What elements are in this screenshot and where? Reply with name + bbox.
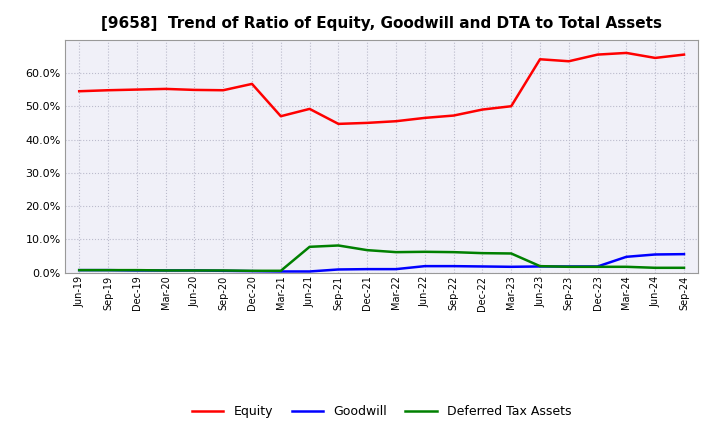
Goodwill: [593, 264, 602, 269]
Goodwill: [248, 268, 256, 274]
Goodwill: [219, 268, 228, 273]
Deferred Tax Assets: [680, 265, 688, 271]
Goodwill: [478, 264, 487, 269]
Equity: [276, 114, 285, 119]
Deferred Tax Assets: [622, 264, 631, 269]
Equity: [507, 103, 516, 109]
Deferred Tax Assets: [248, 268, 256, 273]
Deferred Tax Assets: [507, 251, 516, 256]
Goodwill: [680, 252, 688, 257]
Equity: [449, 113, 458, 118]
Goodwill: [536, 264, 544, 269]
Equity: [564, 59, 573, 64]
Equity: [622, 50, 631, 55]
Equity: [305, 106, 314, 111]
Goodwill: [507, 264, 516, 269]
Deferred Tax Assets: [392, 249, 400, 255]
Goodwill: [190, 268, 199, 273]
Deferred Tax Assets: [219, 268, 228, 273]
Equity: [248, 81, 256, 87]
Equity: [219, 88, 228, 93]
Line: Deferred Tax Assets: Deferred Tax Assets: [79, 246, 684, 271]
Equity: [334, 121, 343, 127]
Deferred Tax Assets: [161, 268, 170, 273]
Line: Goodwill: Goodwill: [79, 254, 684, 271]
Deferred Tax Assets: [363, 248, 372, 253]
Equity: [651, 55, 660, 61]
Equity: [392, 118, 400, 124]
Deferred Tax Assets: [593, 264, 602, 269]
Goodwill: [564, 264, 573, 269]
Line: Equity: Equity: [79, 53, 684, 124]
Deferred Tax Assets: [478, 250, 487, 256]
Deferred Tax Assets: [132, 268, 141, 273]
Equity: [478, 107, 487, 112]
Equity: [593, 52, 602, 57]
Deferred Tax Assets: [305, 244, 314, 249]
Goodwill: [104, 268, 112, 273]
Goodwill: [622, 254, 631, 260]
Goodwill: [75, 268, 84, 273]
Equity: [132, 87, 141, 92]
Goodwill: [363, 267, 372, 272]
Equity: [363, 120, 372, 125]
Deferred Tax Assets: [449, 249, 458, 255]
Deferred Tax Assets: [536, 264, 544, 269]
Legend: Equity, Goodwill, Deferred Tax Assets: Equity, Goodwill, Deferred Tax Assets: [187, 400, 576, 423]
Goodwill: [392, 267, 400, 272]
Goodwill: [161, 268, 170, 273]
Goodwill: [449, 264, 458, 269]
Deferred Tax Assets: [276, 268, 285, 273]
Goodwill: [651, 252, 660, 257]
Goodwill: [334, 267, 343, 272]
Goodwill: [305, 269, 314, 274]
Deferred Tax Assets: [420, 249, 429, 254]
Equity: [190, 87, 199, 92]
Deferred Tax Assets: [564, 264, 573, 269]
Equity: [680, 52, 688, 57]
Title: [9658]  Trend of Ratio of Equity, Goodwill and DTA to Total Assets: [9658] Trend of Ratio of Equity, Goodwil…: [101, 16, 662, 32]
Deferred Tax Assets: [190, 268, 199, 273]
Deferred Tax Assets: [104, 268, 112, 273]
Goodwill: [276, 269, 285, 274]
Deferred Tax Assets: [651, 265, 660, 271]
Goodwill: [420, 264, 429, 269]
Deferred Tax Assets: [75, 268, 84, 273]
Equity: [536, 57, 544, 62]
Equity: [161, 86, 170, 92]
Equity: [75, 88, 84, 94]
Deferred Tax Assets: [334, 243, 343, 248]
Equity: [104, 88, 112, 93]
Goodwill: [132, 268, 141, 273]
Equity: [420, 115, 429, 121]
